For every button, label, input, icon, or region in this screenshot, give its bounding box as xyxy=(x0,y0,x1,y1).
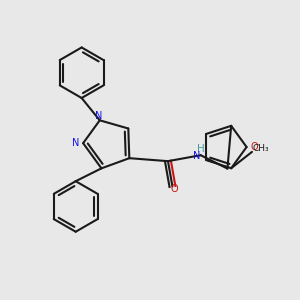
Text: O: O xyxy=(250,142,258,152)
Text: O: O xyxy=(170,184,178,194)
Text: N: N xyxy=(72,138,80,148)
Text: N: N xyxy=(193,151,200,161)
Text: H: H xyxy=(197,144,205,154)
Text: CH₃: CH₃ xyxy=(253,144,269,153)
Text: N: N xyxy=(94,111,102,121)
